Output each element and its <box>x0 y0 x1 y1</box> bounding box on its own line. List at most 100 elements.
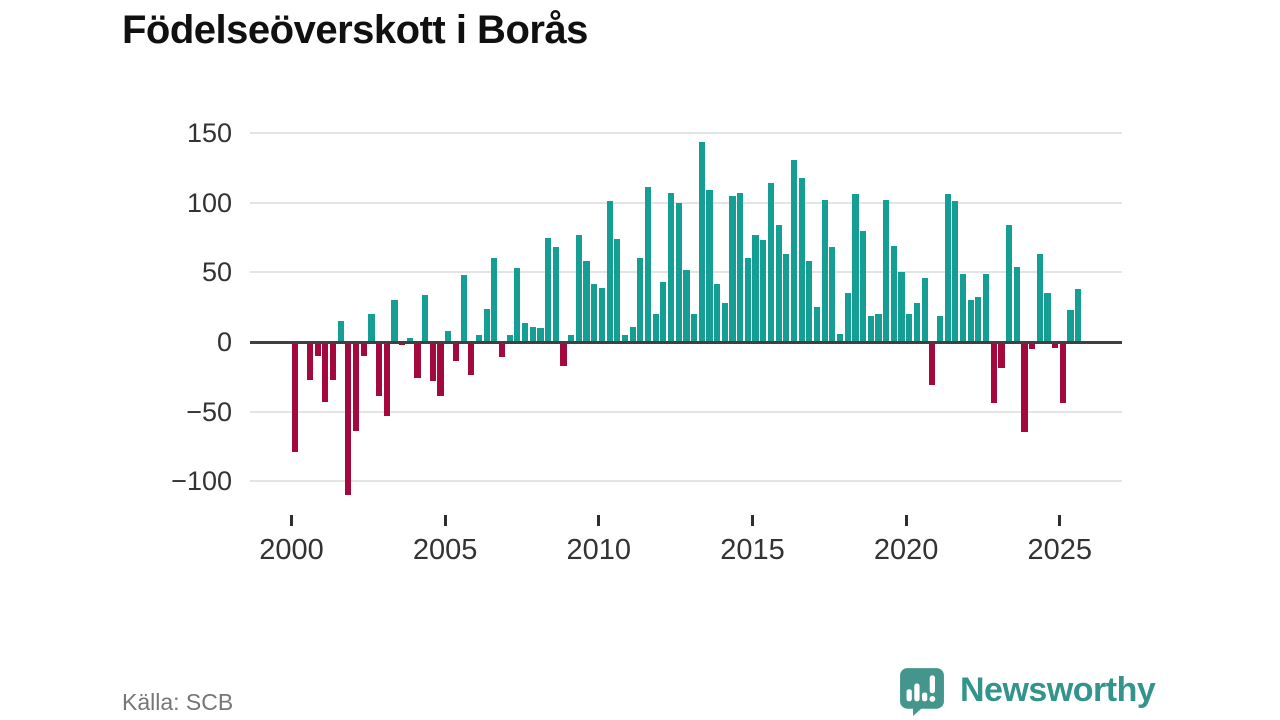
gridline <box>250 480 1122 483</box>
bar-negative <box>345 342 352 496</box>
bar-positive <box>790 159 798 342</box>
bar-positive <box>506 335 513 342</box>
bar-positive <box>783 254 790 342</box>
bar-positive <box>706 190 713 342</box>
bar-negative <box>383 342 390 416</box>
bar-positive <box>683 269 690 342</box>
bar-positive <box>913 303 920 342</box>
bar-negative <box>468 342 475 376</box>
x-axis-tick-label: 2020 <box>873 534 939 566</box>
bar-positive <box>714 283 721 342</box>
bar-positive <box>698 141 705 342</box>
bar-positive <box>1013 266 1020 342</box>
bar-negative <box>437 342 444 397</box>
y-axis-tick-label: 0 <box>216 327 232 357</box>
bar-negative <box>352 342 360 432</box>
bar-positive <box>729 195 736 342</box>
bar-positive <box>614 238 621 342</box>
bar-positive <box>660 282 667 342</box>
bar-positive <box>767 183 775 342</box>
bar-positive <box>460 275 467 342</box>
bar-positive <box>483 308 490 342</box>
bar-positive <box>829 247 836 342</box>
bar-positive <box>337 321 344 342</box>
bar-positive <box>644 187 652 342</box>
x-axis-tick-label: 2025 <box>1027 534 1093 566</box>
bar-positive <box>844 293 851 342</box>
bar-negative <box>1059 342 1066 404</box>
zero-axis-line <box>250 340 1122 344</box>
bar-positive <box>691 314 698 342</box>
bar-negative <box>560 342 567 366</box>
bar-positive <box>537 328 544 342</box>
bar-positive <box>606 201 613 342</box>
bar-positive <box>952 201 959 342</box>
bar-negative <box>1029 342 1036 349</box>
bar-positive <box>944 194 951 342</box>
bar-positive <box>867 315 874 342</box>
gridline <box>250 132 1122 135</box>
bar-positive <box>852 194 859 342</box>
x-axis-tick <box>597 515 601 526</box>
bar-positive <box>621 335 629 342</box>
bar-positive <box>598 287 605 342</box>
bar-positive <box>1006 225 1013 342</box>
y-axis-tick-label: 100 <box>186 187 232 218</box>
bar-positive <box>514 268 521 342</box>
chart-title: Födelseöverskott i Borås <box>122 8 588 52</box>
bar-negative <box>329 342 337 380</box>
x-axis-tick-label: 2000 <box>259 534 324 566</box>
bar-positive <box>821 200 828 342</box>
x-axis-tick <box>904 515 908 526</box>
brand-name: Newsworthy <box>960 670 1156 709</box>
bar-positive <box>583 261 590 342</box>
x-axis-tick-label: 2015 <box>720 534 785 566</box>
bar-positive <box>737 193 744 342</box>
x-axis-tick <box>290 515 293 526</box>
bar-positive <box>568 335 575 342</box>
bar-positive <box>1044 293 1051 342</box>
bar-positive <box>545 237 552 342</box>
bar-negative <box>1021 342 1028 433</box>
bar-positive <box>921 277 928 342</box>
bar-positive <box>760 240 767 342</box>
gridline <box>250 201 1122 204</box>
bar-positive <box>667 193 675 342</box>
x-axis-tick-label: 2005 <box>412 534 478 566</box>
bar-positive <box>552 247 559 342</box>
bar-positive <box>422 294 429 342</box>
plot-area <box>250 120 1122 512</box>
bar-negative <box>998 342 1005 369</box>
bar-positive <box>898 272 905 342</box>
bar-positive <box>629 326 636 342</box>
source-note: Källa: SCB <box>122 689 234 715</box>
bar-positive <box>652 314 659 342</box>
bar-negative <box>929 342 936 386</box>
bar-positive <box>391 300 398 342</box>
bar-negative <box>306 342 314 380</box>
y-axis-tick-label: 150 <box>186 118 232 149</box>
bar-positive <box>875 314 882 342</box>
bar-negative <box>452 342 460 362</box>
bar-negative <box>291 342 298 452</box>
bar-positive <box>906 314 913 342</box>
bar-positive <box>475 335 483 342</box>
bar-positive <box>529 326 536 342</box>
bar-positive <box>959 273 967 342</box>
bar-positive <box>967 300 974 342</box>
bar-positive <box>752 234 759 342</box>
bar-positive <box>813 307 821 342</box>
brand-lockup: Newsworthy <box>896 664 1156 716</box>
bar-positive <box>1036 254 1043 342</box>
bar-negative <box>429 342 436 381</box>
bar-positive <box>975 297 982 342</box>
bar-positive <box>491 258 498 342</box>
bar-positive <box>721 303 728 342</box>
bar-positive <box>798 177 805 342</box>
bar-positive <box>860 230 867 342</box>
bar-positive <box>675 202 682 342</box>
bar-negative <box>1052 342 1059 348</box>
bar-positive <box>637 258 644 342</box>
x-axis-tick <box>1058 515 1062 526</box>
